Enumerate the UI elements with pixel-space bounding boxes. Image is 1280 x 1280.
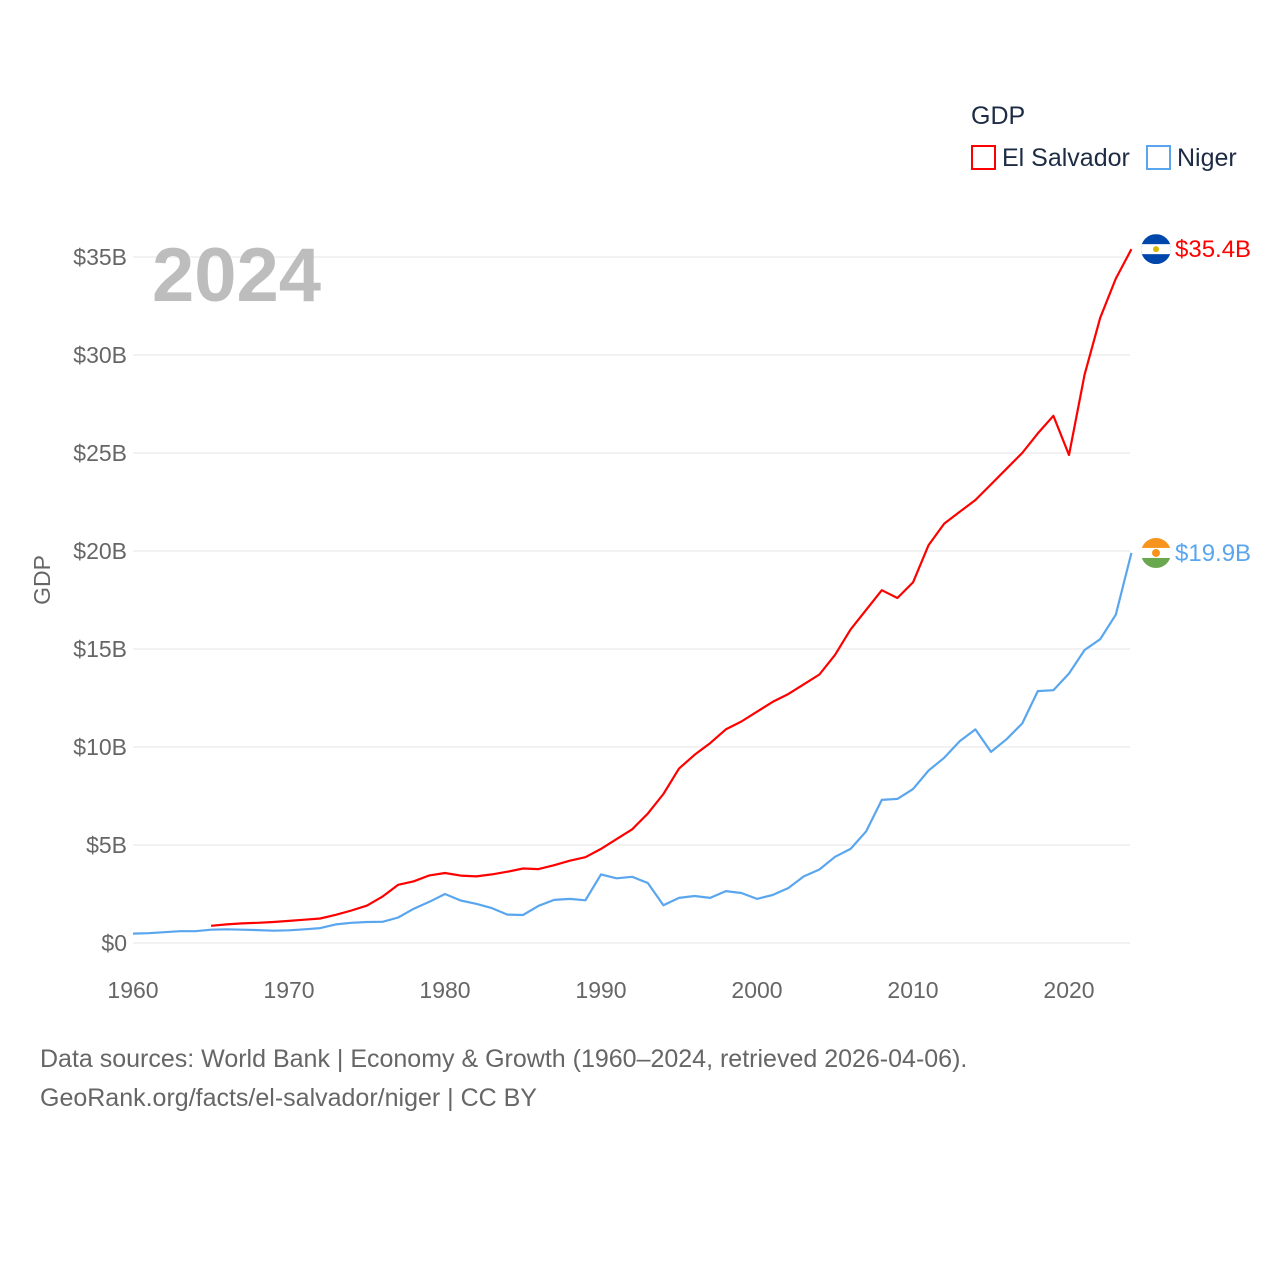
x-tick-label: 1960 (107, 977, 158, 1003)
attribution-link[interactable]: GeoRank.org/facts/el-salvador/niger | CC… (40, 1084, 537, 1112)
series-line-el-salvador (210, 248, 1133, 927)
grid-lines (133, 256, 1130, 944)
flag-body (1141, 234, 1171, 265)
year-label: 2024 (152, 233, 321, 318)
y-axis-title: GDP (29, 555, 55, 605)
legend-title: GDP (971, 102, 1025, 130)
end-value-label-niger: $19.9B (1175, 540, 1251, 567)
flag-stripe-orange (1141, 537, 1171, 548)
series-lines (132, 248, 1133, 935)
legend[interactable]: GDP El Salvador Niger (971, 102, 1237, 172)
legend-swatch-niger[interactable] (1146, 145, 1171, 170)
x-tick-label: 2020 (1043, 977, 1094, 1003)
legend-label-niger[interactable]: Niger (1177, 144, 1237, 172)
y-tick-label: $10B (73, 734, 127, 760)
x-tick-label: 1990 (575, 977, 626, 1003)
y-tick-label: $35B (73, 244, 127, 270)
el-salvador-flag-icon (1141, 234, 1171, 265)
y-tick-label: $20B (73, 538, 127, 564)
y-tick-label: $5B (86, 832, 127, 858)
y-tick-label: $25B (73, 440, 127, 466)
y-tick-label: $30B (73, 342, 127, 368)
niger-flag-icon (1141, 537, 1171, 568)
y-tick-label: $15B (73, 636, 127, 662)
x-axis-ticks: 1960 1970 1980 1990 2000 2010 2020 (107, 977, 1094, 1003)
flag-body (1141, 537, 1171, 568)
x-tick-label: 2000 (731, 977, 782, 1003)
flag-emblem (1153, 246, 1159, 253)
x-tick-label: 1980 (419, 977, 470, 1003)
x-tick-label: 1970 (263, 977, 314, 1003)
flag-stripe-green (1141, 557, 1171, 568)
end-labels: $35.4B $19.9B (1141, 234, 1251, 568)
x-tick-label: 2010 (887, 977, 938, 1003)
legend-label-el-salvador[interactable]: El Salvador (1002, 144, 1130, 172)
flag-sun (1152, 548, 1160, 557)
legend-swatch-el-salvador[interactable] (971, 145, 996, 170)
y-axis-ticks: $0 $5B $10B $15B $20B $25B $30B $35B (73, 244, 127, 956)
series-line-niger (132, 552, 1133, 935)
end-value-label-el-salvador: $35.4B (1175, 236, 1251, 263)
data-source-text: Data sources: World Bank | Economy & Gro… (40, 1045, 968, 1073)
y-tick-label: $0 (101, 930, 127, 956)
